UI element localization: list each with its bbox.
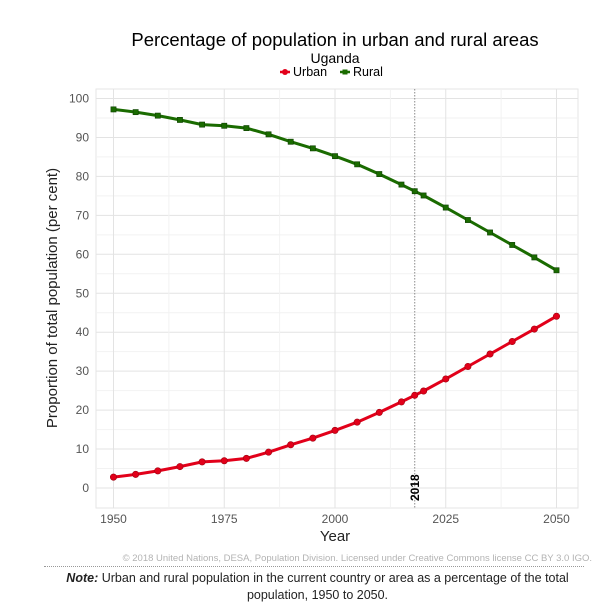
x-tick-label: 1950 [100,512,127,526]
x-tick-label: 2050 [543,512,570,526]
rural-point[interactable] [332,153,338,160]
urban-point[interactable] [110,473,118,481]
rural-point[interactable] [243,125,250,132]
legend-swatch-urban [282,69,288,75]
rural-point[interactable] [464,217,471,223]
urban-series-line [112,314,558,479]
rural-point[interactable] [309,145,316,152]
grid [95,88,579,509]
series-group [110,106,560,481]
urban-point[interactable] [287,441,295,449]
rural-point[interactable] [531,254,538,261]
urban-point[interactable] [132,470,140,478]
x-tick-label: 2000 [322,512,349,526]
urban-point[interactable] [154,467,162,475]
chart: Percentage of population in urban and ru… [44,29,579,545]
legend[interactable]: Urban Rural [280,65,383,79]
note-text: Urban and rural population in the curren… [101,571,569,602]
x-tick-label: 2025 [432,512,459,526]
urban-point[interactable] [331,426,339,434]
rural-point[interactable] [411,188,418,195]
year-marker-label: 2018 [408,474,422,501]
x-tick-label: 1975 [211,512,238,526]
y-tick-label: 100 [69,92,89,106]
rural-point[interactable] [398,181,405,188]
rural-point[interactable] [420,192,427,199]
rural-point[interactable] [287,138,294,145]
urban-point[interactable] [508,338,516,346]
y-tick-label: 50 [76,286,90,300]
y-axis-label: Proportion of total population (per cent… [44,168,61,428]
rural-point[interactable] [221,122,228,129]
rural-point[interactable] [199,121,205,128]
y-tick-label: 60 [76,247,90,261]
urban-point[interactable] [375,408,383,416]
urban-point[interactable] [420,387,428,395]
urban-point[interactable] [442,375,450,383]
urban-point[interactable] [220,457,228,465]
rural-point[interactable] [132,109,139,116]
y-tick-label: 20 [76,403,90,417]
rural-point[interactable] [154,112,161,119]
y-tick-label: 0 [82,481,89,495]
plot-border [95,88,579,509]
urban-point[interactable] [309,434,317,442]
urban-point[interactable] [397,398,405,406]
rural-point[interactable] [487,229,493,236]
rural-point[interactable] [376,171,383,177]
urban-point[interactable] [176,463,184,471]
rural-series-line [112,107,558,272]
chart-subtitle: Uganda [310,50,359,66]
urban-point[interactable] [198,458,206,466]
y-tick-label: 40 [76,325,90,339]
urban-point[interactable] [411,391,419,399]
urban-point[interactable] [242,454,250,462]
rural-point[interactable] [110,106,117,113]
y-tick-label: 80 [76,169,90,183]
y-tick-label: 10 [76,442,90,456]
urban-point[interactable] [353,418,361,426]
urban-point[interactable] [265,448,273,456]
chart-title: Percentage of population in urban and ru… [131,29,538,50]
rural-point[interactable] [509,242,516,248]
y-tick-label: 30 [76,364,90,378]
rural-point[interactable] [265,131,272,138]
rural-point[interactable] [553,267,560,274]
rural-point[interactable] [177,117,183,123]
y-tick-label: 70 [76,208,90,222]
divider [44,566,584,567]
note: Note: Urban and rural population in the … [40,570,595,604]
legend-item-rural[interactable]: Rural [340,65,383,79]
rural-point[interactable] [354,161,361,168]
credit-text: © 2018 United Nations, DESA, Population … [122,553,592,564]
y-tick-label: 90 [76,130,90,144]
legend-label-urban: Urban [293,65,327,79]
urban-point[interactable] [486,350,494,358]
rural-point[interactable] [442,204,449,211]
urban-point[interactable] [530,325,538,333]
year-marker: 2018 [408,89,422,508]
urban-point[interactable] [552,312,560,320]
note-label: Note: [66,571,99,585]
legend-label-rural: Rural [353,65,383,79]
legend-swatch-rural [342,69,348,75]
legend-item-urban[interactable]: Urban [280,65,327,79]
urban-point[interactable] [464,362,472,370]
axis-ticks: 0 10 20 30 40 50 60 70 80 90 100 1950 1975 2000 2025 20… [69,92,570,527]
x-axis-label: Year [320,528,350,545]
